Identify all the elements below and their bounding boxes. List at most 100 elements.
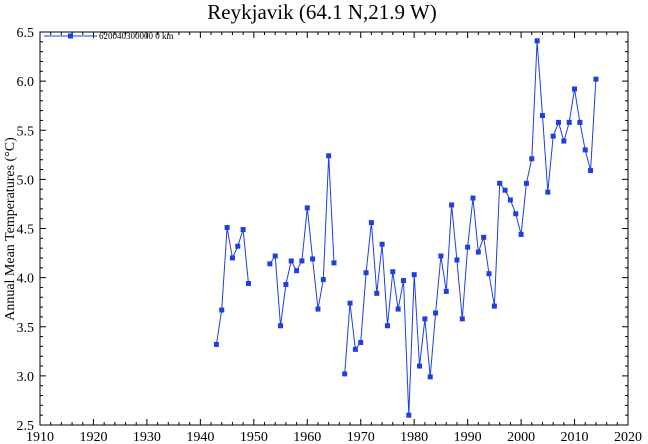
data-point: [475, 249, 481, 255]
x-tick-label: 1970: [347, 430, 375, 444]
y-tick-label: 2.5: [17, 419, 35, 434]
y-tick-label: 5.5: [17, 124, 35, 139]
data-point: [363, 270, 369, 276]
data-point: [417, 363, 423, 369]
y-tick-label: 4.0: [17, 272, 35, 287]
data-point: [577, 119, 583, 125]
data-point: [320, 277, 326, 283]
data-point: [384, 323, 390, 329]
data-point: [427, 374, 433, 380]
x-tick-label: 1930: [133, 430, 161, 444]
data-point: [465, 244, 471, 250]
data-point: [566, 119, 572, 125]
data-point: [529, 156, 535, 162]
data-point: [459, 316, 465, 322]
data-point: [213, 341, 219, 347]
data-point: [534, 38, 540, 44]
data-point: [433, 310, 439, 316]
data-point: [278, 323, 284, 329]
series-line: [215, 227, 249, 345]
data-point: [556, 119, 562, 125]
data-point: [507, 197, 513, 203]
axis-ticks: [39, 31, 629, 426]
y-tick-label: 3.5: [17, 321, 35, 336]
y-tick-label: 6.0: [17, 75, 35, 90]
data-point: [438, 253, 444, 259]
data-point: [229, 255, 235, 261]
x-tick-label: 1920: [79, 430, 107, 444]
data-point: [449, 202, 455, 208]
series-layer: [213, 38, 599, 418]
data-point: [310, 256, 316, 262]
data-point: [358, 339, 364, 345]
data-point: [224, 225, 230, 231]
x-tick-label: 1960: [293, 430, 321, 444]
y-tick-label: 6.5: [17, 26, 35, 41]
data-point: [497, 180, 503, 186]
data-point: [443, 288, 449, 294]
data-point: [374, 290, 380, 296]
data-point: [315, 306, 321, 312]
data-point: [572, 86, 578, 92]
x-tick-label: 1910: [26, 430, 54, 444]
y-tick-label: 4.5: [17, 223, 35, 238]
data-point: [481, 234, 487, 240]
legend: 620040300000 0 km: [44, 31, 174, 41]
data-point: [593, 76, 599, 82]
legend-marker: [68, 33, 73, 39]
data-point: [502, 187, 508, 193]
x-tick-label: 1990: [454, 430, 482, 444]
data-point: [219, 307, 225, 313]
data-point: [326, 153, 332, 159]
data-point: [352, 346, 358, 352]
data-point: [486, 271, 492, 277]
data-point: [267, 261, 273, 267]
legend-entry: 620040300000 0 km: [99, 31, 174, 41]
data-point: [299, 258, 305, 264]
x-tick-label: 1950: [240, 430, 268, 444]
data-point: [561, 138, 567, 144]
data-point: [272, 253, 278, 259]
data-point: [245, 281, 251, 287]
data-point: [331, 260, 337, 266]
plot-frame: [39, 31, 629, 426]
data-point: [235, 243, 241, 249]
data-point: [523, 180, 529, 186]
data-point: [491, 303, 497, 309]
data-point: [545, 189, 551, 195]
series-line: [344, 40, 597, 416]
data-point: [390, 269, 396, 275]
x-tick-label: 1980: [400, 430, 428, 444]
data-point: [454, 257, 460, 263]
data-point: [304, 205, 310, 211]
y-tick-label: 3.0: [17, 370, 35, 385]
data-point: [470, 195, 476, 201]
data-point: [379, 241, 385, 247]
data-point: [582, 147, 588, 153]
chart-title: Reykjavik (64.1 N,21.9 W): [207, 0, 436, 24]
data-point: [283, 282, 289, 288]
data-point: [422, 316, 428, 322]
data-point: [539, 113, 545, 119]
data-point: [294, 268, 300, 274]
data-point: [550, 133, 556, 139]
x-tick-label: 2000: [507, 430, 535, 444]
data-point: [588, 168, 594, 174]
x-tick-label: 1940: [186, 430, 214, 444]
data-point: [368, 220, 374, 226]
series-line: [269, 155, 335, 326]
data-point: [406, 412, 412, 418]
y-tick-label: 5.0: [17, 173, 35, 188]
data-point: [240, 226, 246, 232]
data-point: [411, 272, 417, 278]
data-point: [347, 300, 353, 306]
x-tick-label: 2020: [614, 430, 642, 444]
tick-labels: 1910 1920 1930 1940 1950 1960 1970 1980 1990 2000…: [17, 26, 643, 444]
data-point: [342, 371, 348, 377]
data-point: [513, 211, 519, 217]
y-axis-label: Annual Mean Temperatures (°C): [3, 137, 18, 321]
x-tick-label: 2010: [561, 430, 589, 444]
data-point: [395, 306, 401, 312]
data-point: [288, 258, 294, 264]
